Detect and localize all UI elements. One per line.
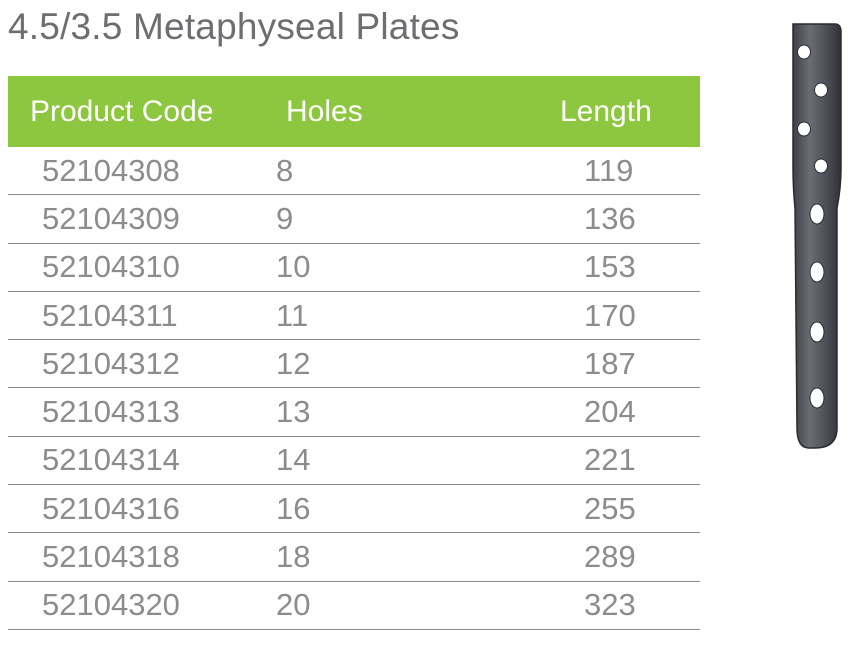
table-row: 52104320 20 323 (8, 582, 700, 630)
cell-product-code: 52104313 (42, 394, 180, 430)
cell-product-code: 52104309 (42, 200, 180, 236)
cell-length: 289 (584, 539, 636, 575)
cell-product-code: 52104316 (42, 490, 180, 526)
table-row: 52104314 14 221 (8, 437, 700, 486)
cell-length: 153 (584, 249, 636, 285)
table-row: 52104309 9 136 (8, 195, 700, 244)
cell-holes: 8 (276, 152, 294, 188)
cell-length: 221 (584, 442, 636, 478)
cell-holes: 10 (276, 249, 311, 285)
cell-holes: 13 (276, 394, 311, 430)
table-header: Product Code Holes Length (8, 76, 700, 147)
table-row: 52104308 8 119 (8, 147, 700, 196)
cell-length: 119 (584, 152, 634, 188)
table-row: 52104316 16 255 (8, 485, 700, 534)
cell-length: 255 (584, 490, 636, 526)
header-holes: Holes (286, 94, 363, 128)
cell-holes: 12 (276, 345, 311, 381)
cell-product-code: 52104310 (42, 249, 180, 285)
cell-holes: 11 (276, 297, 309, 333)
table-row: 52104311 11 170 (8, 292, 700, 341)
table-row: 52104312 12 187 (8, 340, 700, 389)
cell-holes: 18 (276, 539, 311, 575)
cell-length: 323 (584, 587, 636, 623)
cell-product-code: 52104311 (42, 297, 178, 333)
metaphyseal-plate-image (792, 23, 842, 449)
header-length: Length (560, 94, 652, 128)
cell-holes: 14 (276, 442, 311, 478)
page-title: 4.5/3.5 Metaphyseal Plates (8, 6, 460, 47)
table-row: 52104310 10 153 (8, 244, 700, 292)
cell-product-code: 52104312 (42, 345, 180, 381)
cell-length: 136 (584, 200, 636, 236)
cell-product-code: 52104308 (42, 152, 180, 188)
cell-holes: 16 (276, 490, 311, 526)
cell-product-code: 52104320 (42, 587, 180, 623)
cell-product-code: 52104318 (42, 539, 180, 575)
cell-length: 170 (584, 297, 636, 333)
table-row: 52104318 18 289 (8, 533, 700, 582)
header-product-code: Product Code (30, 94, 214, 128)
cell-product-code: 52104314 (42, 442, 180, 478)
cell-length: 204 (584, 394, 636, 430)
cell-holes: 9 (276, 200, 294, 236)
product-table: Product Code Holes Length 52104308 8 119… (8, 76, 700, 630)
table-row: 52104313 13 204 (8, 388, 700, 437)
cell-holes: 20 (276, 587, 311, 623)
cell-length: 187 (584, 345, 636, 381)
